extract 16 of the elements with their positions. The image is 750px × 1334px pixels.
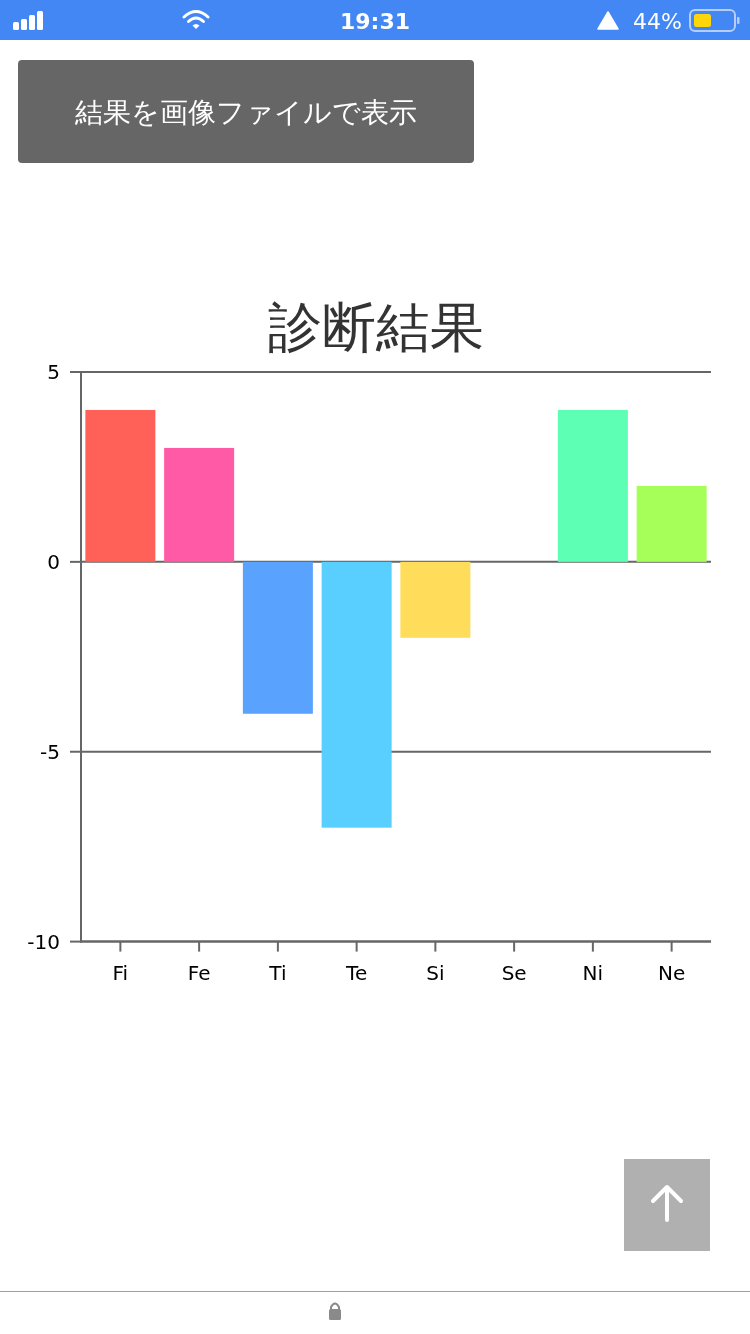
status-time: 19:31 bbox=[340, 9, 410, 34]
x-tick-label: Fi bbox=[112, 961, 129, 985]
y-tick-label: -5 bbox=[40, 739, 60, 764]
x-tick-label: Te bbox=[345, 961, 368, 985]
x-tick-label: Ne bbox=[657, 961, 686, 985]
status-battery: 44% bbox=[633, 9, 682, 34]
y-tick-label: -10 bbox=[27, 929, 60, 954]
x-tick-label: Ni bbox=[582, 961, 604, 985]
x-tick-label: Si bbox=[426, 961, 445, 985]
x-tick-label: Se bbox=[501, 961, 527, 985]
x-tick-label: Fe bbox=[187, 961, 211, 985]
button-image-file: 結果を画像ファイルで表示 bbox=[18, 60, 474, 163]
chart-title: 診断結果 bbox=[268, 296, 484, 359]
y-tick-label: 5 bbox=[47, 360, 60, 384]
x-tick-label: Ti bbox=[268, 961, 287, 985]
y-tick-label: 0 bbox=[47, 549, 60, 574]
